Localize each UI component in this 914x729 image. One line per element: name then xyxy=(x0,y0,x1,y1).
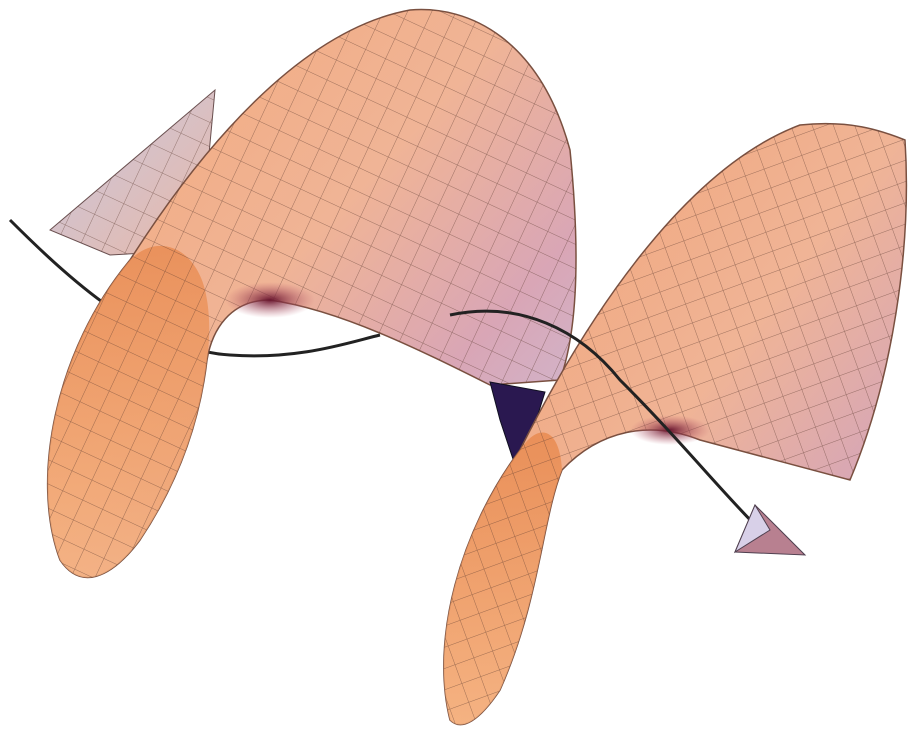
curve xyxy=(449,309,762,532)
surface-fin xyxy=(733,503,771,554)
surface-core xyxy=(225,282,315,318)
curve xyxy=(8,218,381,358)
surface-core xyxy=(630,415,710,445)
